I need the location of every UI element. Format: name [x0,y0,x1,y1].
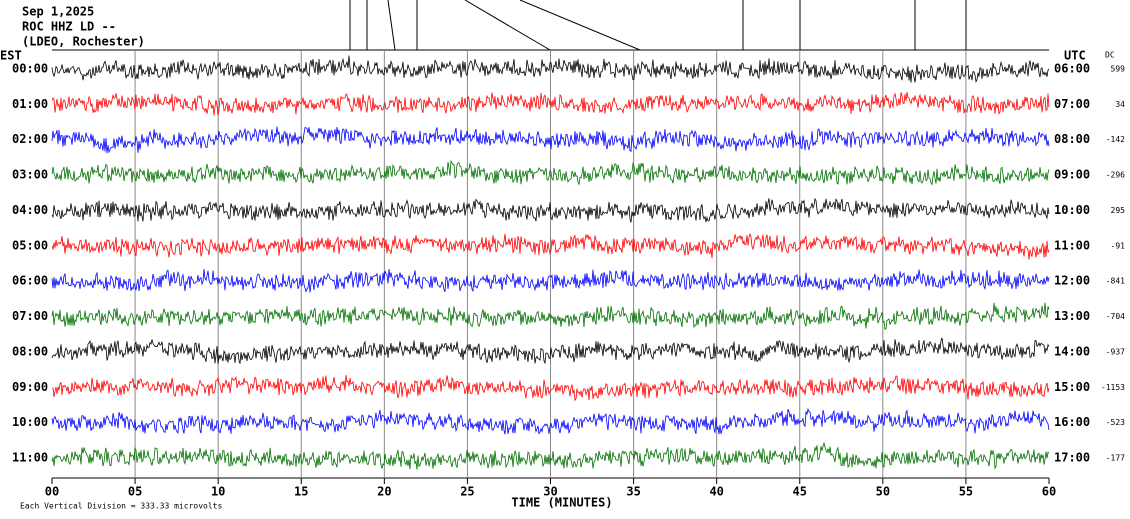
dc-value: -91 [1111,241,1126,250]
utc-time: 06:00 [1054,62,1090,76]
dc-value: -523 [1106,418,1125,427]
utc-time: 16:00 [1054,415,1090,429]
utc-time: 17:00 [1054,451,1090,465]
utc-time: 08:00 [1054,132,1090,146]
x-tick-label: 30 [543,485,557,499]
utc-time: 12:00 [1054,274,1090,288]
x-tick-label: 40 [709,485,723,499]
x-axis-label: TIME (MINUTES) [511,496,612,510]
dc-value: -937 [1106,347,1125,356]
trace [51,269,1050,293]
x-tick-label: 45 [793,485,807,499]
trace [51,375,1050,402]
trace [51,441,1050,470]
network: (LDEO, Rochester) [22,35,145,49]
trace [51,197,1050,223]
est-time: 02:00 [12,132,48,146]
x-tick-label: 20 [377,485,391,499]
x-tick-label: 00 [45,485,59,499]
dc-value: -841 [1106,277,1125,286]
utc-time: 10:00 [1054,203,1090,217]
est-time: 04:00 [12,203,48,217]
dc-value: 34 [1115,100,1125,109]
utc-time: 13:00 [1054,309,1090,323]
trace [51,126,1050,154]
x-tick-label: 15 [294,485,308,499]
est-time: 09:00 [12,380,48,394]
est-time: 00:00 [12,62,48,76]
utc-time: 14:00 [1054,344,1090,358]
dc-value: -177 [1106,454,1125,463]
est-label: EST [0,49,22,63]
trace [51,302,1050,331]
dc-value: -704 [1106,312,1125,321]
x-tick-label: 10 [211,485,225,499]
trace [51,337,1050,365]
est-time: 10:00 [12,415,48,429]
utc-time: 09:00 [1054,168,1090,182]
x-tick-label: 35 [626,485,640,499]
footer: Each Vertical Division = 333.33 microvol… [20,502,222,511]
utc-label: UTC [1064,49,1086,63]
est-time: 05:00 [12,238,48,252]
event-markers [349,0,967,51]
trace [51,92,1050,116]
dc-value: -1153 [1101,383,1125,392]
date: Sep 1,2025 [22,5,94,19]
trace [51,55,1050,83]
trace [51,232,1050,260]
utc-time: 07:00 [1054,97,1090,111]
est-time: 07:00 [12,309,48,323]
x-tick-label: 55 [959,485,973,499]
dc-label: DC [1105,51,1115,60]
dc-value: -296 [1106,171,1125,180]
dc-value: 295 [1111,206,1126,215]
station: ROC HHZ LD -- [22,20,116,34]
est-time: 11:00 [12,451,48,465]
est-time: 08:00 [12,344,48,358]
trace [51,159,1050,186]
utc-time: 11:00 [1054,238,1090,252]
est-time: 06:00 [12,274,48,288]
dc-value: -142 [1106,135,1125,144]
est-time: 03:00 [12,168,48,182]
x-tick-label: 25 [460,485,474,499]
dc-value: 599 [1111,65,1126,74]
est-time: 01:00 [12,97,48,111]
utc-time: 15:00 [1054,380,1090,394]
x-tick-label: 60 [1042,485,1056,499]
x-tick-label: 50 [876,485,890,499]
x-tick-label: 05 [128,485,142,499]
trace [51,407,1050,435]
